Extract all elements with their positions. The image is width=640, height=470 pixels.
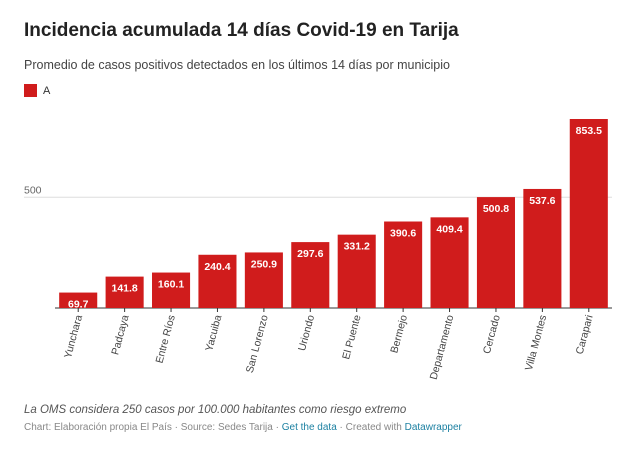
legend-label: A (43, 84, 51, 97)
x-tick-label: Carapari (574, 314, 596, 356)
bar (337, 234, 376, 308)
bar-value-label: 69.7 (68, 299, 89, 311)
x-tick-label: Uriondo (296, 314, 317, 353)
bar-value-label: 853.5 (576, 125, 602, 137)
x-tick-label: Padcaya (109, 314, 131, 357)
bar (569, 119, 608, 308)
bar-value-label: 297.6 (297, 248, 323, 260)
bar-value-label: 250.9 (251, 258, 277, 270)
legend-swatch (24, 84, 37, 97)
bar-value-label: 537.6 (529, 195, 555, 207)
x-tick-label: Yacuiba (203, 314, 224, 353)
bar-value-label: 240.4 (204, 261, 230, 273)
x-tick-label: Departamento (428, 314, 457, 382)
bar (476, 197, 515, 308)
chart-subtitle: Promedio de casos positivos detectados e… (24, 58, 450, 72)
bar-value-label: 331.2 (344, 241, 370, 253)
bar-value-label: 500.8 (483, 203, 509, 215)
bar (105, 276, 144, 308)
get-data-link[interactable]: Get the data (281, 422, 337, 433)
x-tick-label: Bermejo (388, 314, 410, 355)
bar (384, 221, 423, 308)
datawrapper-link[interactable]: Datawrapper (404, 422, 462, 433)
x-tick-label: Cercado (481, 314, 503, 356)
bar (152, 272, 191, 308)
x-tick-label: Villa Montes (523, 314, 549, 372)
credit-text: Chart: Elaboración propia El País · Sour… (24, 422, 282, 433)
x-tick-label: El Puente (340, 314, 363, 361)
bar-plot: 500 69.7 Yunchara 141.8 Padcaya 160.1 Entre Rí… (24, 119, 612, 382)
bar-value-label: 160.1 (158, 279, 184, 291)
bar (523, 188, 562, 308)
bar (198, 254, 237, 308)
bar (291, 242, 330, 308)
bar-value-label: 390.6 (390, 228, 416, 240)
x-tick-label: Yunchara (62, 314, 85, 360)
bar (430, 217, 469, 308)
x-tick-label: Entre Ríos (154, 314, 178, 365)
legend: A (24, 84, 50, 97)
bar-value-label: 409.4 (436, 223, 462, 235)
chart-note: La OMS considera 250 casos por 100.000 h… (24, 404, 407, 416)
bar (59, 292, 98, 308)
y-tick-label: 500 (24, 184, 42, 196)
bar (244, 252, 283, 308)
created-with-text: · Created with (336, 422, 405, 433)
bar-value-label: 141.8 (111, 283, 137, 295)
x-tick-label: San Lorenzo (244, 314, 271, 375)
chart-credits: Chart: Elaboración propia El País · Sour… (24, 422, 462, 433)
chart-title: Incidencia acumulada 14 días Covid-19 en… (24, 20, 459, 41)
